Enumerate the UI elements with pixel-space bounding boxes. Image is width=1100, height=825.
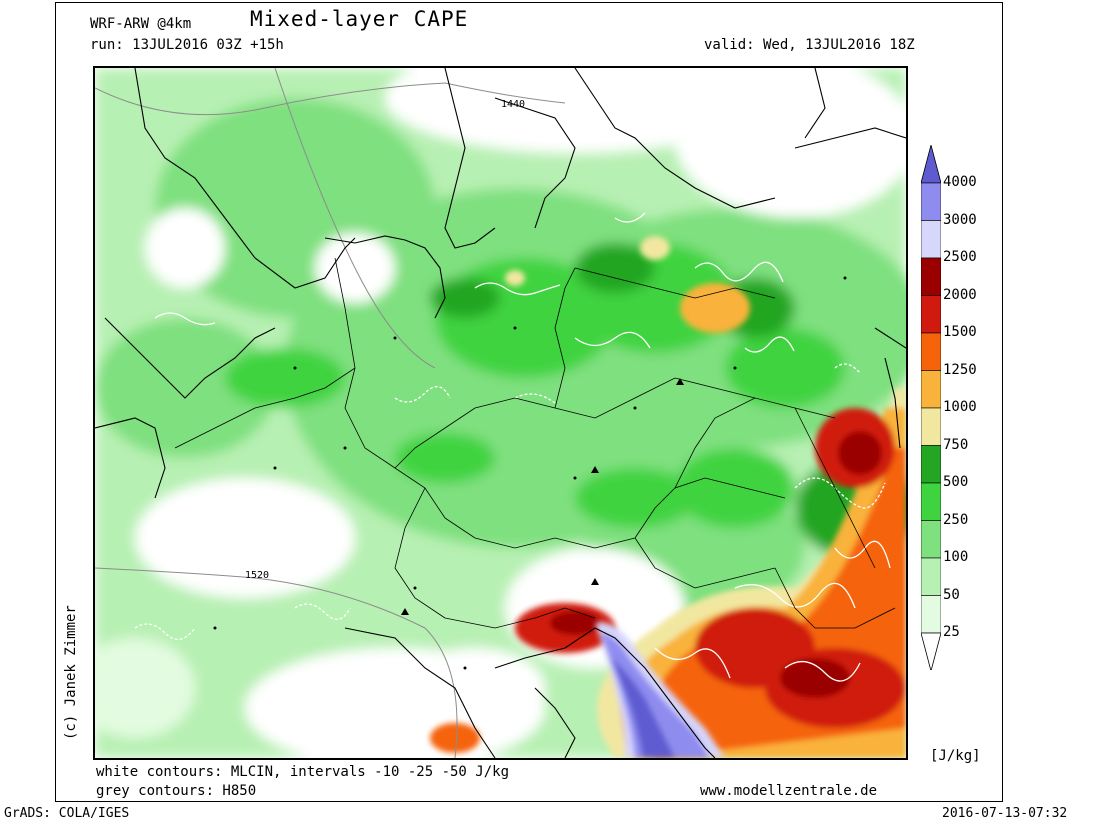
- copyright-label: (c) Janek Zimmer: [63, 605, 79, 740]
- colorbar-label: 25: [943, 624, 960, 640]
- colorbar-label: 1500: [943, 324, 977, 340]
- mlcin-contours: [134, 212, 891, 682]
- colorbar-swatch: [921, 257, 941, 296]
- colorbar-label: 100: [943, 549, 969, 565]
- valid-label: valid: Wed, 13JUL2016 18Z: [704, 37, 915, 53]
- city-markers: [213, 276, 847, 670]
- cape-field-extreme: [595, 622, 725, 758]
- colorbar-swatch: [921, 557, 941, 596]
- colorbar-swatch: [921, 407, 941, 446]
- model-label: WRF-ARW @4km: [90, 16, 192, 32]
- colorbar-swatch: [921, 295, 941, 334]
- colorbar-swatch: [921, 595, 941, 634]
- colorbar-swatch-top: [921, 145, 941, 184]
- coastlines: [95, 68, 906, 758]
- colorbar-label: 1250: [943, 361, 977, 378]
- colorbar-swatch: [921, 445, 941, 484]
- colorbar-swatch-bottom: [921, 632, 941, 670]
- colorbar-label: 750: [943, 436, 969, 453]
- h850-contours: [95, 68, 566, 758]
- generated-timestamp: 2016-07-13-07:32: [942, 806, 1068, 821]
- colorbar-label: 1000: [943, 399, 977, 415]
- colorbar-label: 4000: [943, 174, 977, 190]
- website-link[interactable]: www.modellzentrale.de: [700, 783, 878, 799]
- colorbar-label: 2000: [943, 286, 977, 303]
- colorbar-label: 500: [943, 474, 969, 490]
- contour-label-1440: 1440: [501, 99, 525, 110]
- colorbar: [921, 145, 941, 670]
- white-contours-note: white contours: MLCIN, intervals -10 -25…: [96, 764, 510, 780]
- colorbar-label: 250: [943, 511, 969, 528]
- colorbar-unit: [J/kg]: [930, 748, 981, 764]
- colorbar-swatch: [921, 520, 941, 559]
- run-label: run: 13JUL2016 03Z +15h: [90, 37, 284, 53]
- colorbar-swatch: [921, 332, 941, 371]
- colorbar-swatch: [921, 182, 941, 221]
- colorbar-swatch: [921, 482, 941, 521]
- chart-title: Mixed-layer CAPE: [250, 7, 469, 31]
- contour-label-1520: 1520: [245, 570, 269, 581]
- cape-field-low: [95, 68, 906, 758]
- colorbar-swatch: [921, 220, 941, 259]
- colorbar-swatch: [921, 370, 941, 409]
- cape-map: 1440 1520: [93, 66, 908, 760]
- colorbar-label: 50: [943, 586, 960, 603]
- colorbar-label: 2500: [943, 249, 977, 265]
- grey-contours-note: grey contours: H850: [96, 783, 257, 799]
- grads-credit: GrADS: COLA/IGES: [4, 806, 130, 821]
- colorbar-label: 3000: [943, 211, 977, 228]
- country-borders: [174, 257, 896, 629]
